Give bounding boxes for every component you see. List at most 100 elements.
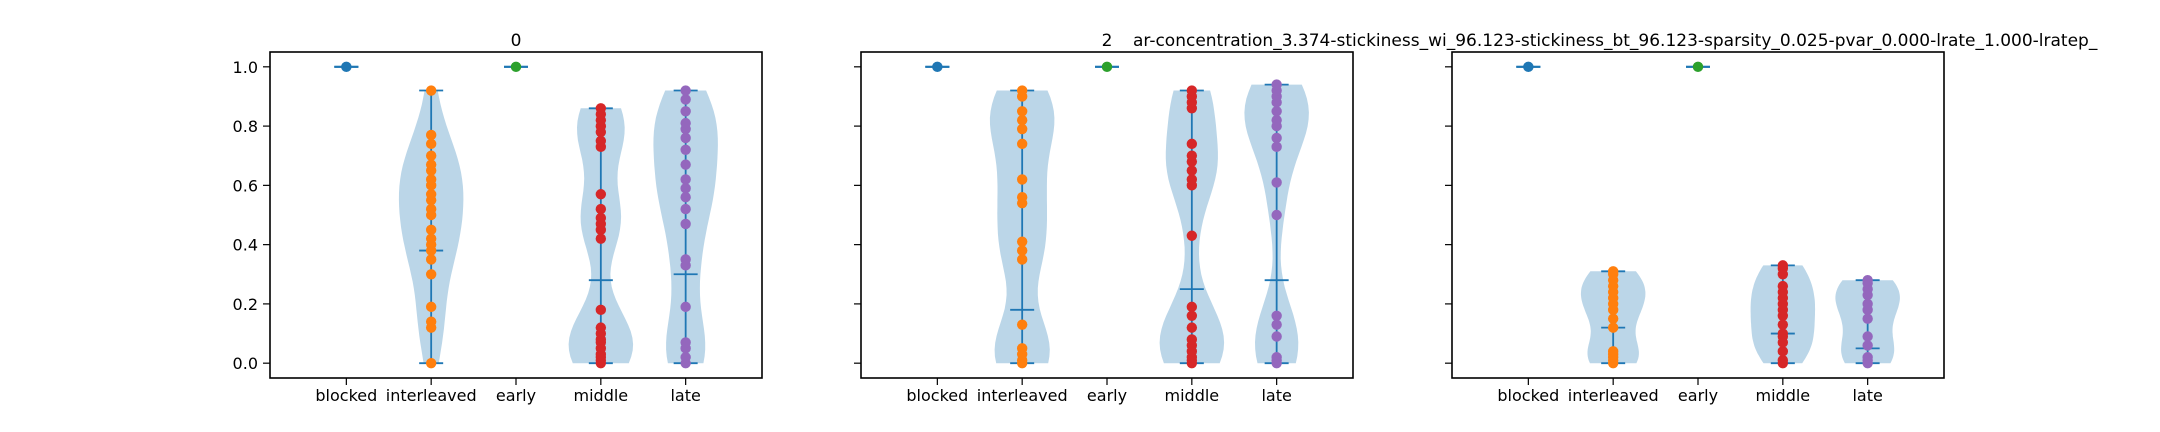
violin-middle	[1159, 85, 1225, 369]
data-point	[1186, 165, 1198, 176]
x-tick-label: blocked	[906, 386, 968, 405]
data-point	[425, 254, 437, 265]
data-point	[1777, 346, 1789, 357]
violin-blocked	[925, 61, 950, 73]
data-point	[680, 174, 691, 185]
y-tick-label: 0.8	[233, 117, 258, 136]
x-tick-label: blocked	[315, 386, 377, 405]
data-point	[1186, 138, 1198, 150]
data-point	[1016, 319, 1028, 330]
data-point	[1607, 322, 1619, 333]
violin-panel-1: 2 blocked interleaved early middle late	[854, 31, 1354, 405]
data-point	[680, 132, 691, 144]
violin-middle	[1750, 260, 1816, 369]
data-point	[1692, 61, 1704, 73]
data-point	[1271, 319, 1282, 330]
y-tick-label: 1.0	[233, 58, 258, 77]
data-point	[1862, 331, 1873, 342]
data-point	[1186, 310, 1198, 321]
data-point	[595, 189, 607, 200]
data-point	[1777, 260, 1789, 271]
violin-interleaved	[1580, 266, 1646, 369]
x-tick-label: early	[1678, 386, 1718, 405]
data-point	[680, 352, 691, 363]
x-tick-label: interleaved	[386, 386, 477, 405]
data-point	[595, 135, 607, 147]
data-point	[680, 192, 691, 203]
x-tick-label: late	[1261, 386, 1291, 405]
data-point	[425, 159, 437, 170]
data-point	[425, 85, 437, 96]
data-point	[1101, 61, 1113, 73]
data-point	[1607, 266, 1619, 277]
data-point	[680, 106, 691, 117]
x-tick-label: late	[670, 386, 700, 405]
x-tick-label: middle	[1756, 386, 1811, 405]
data-point	[1016, 106, 1028, 117]
data-point	[680, 183, 691, 194]
data-point	[1016, 245, 1028, 256]
data-point	[680, 218, 691, 230]
data-point	[425, 138, 437, 150]
data-point	[1016, 85, 1028, 96]
data-point	[1186, 334, 1198, 345]
data-point	[1016, 236, 1028, 247]
panel-title: 2	[1102, 31, 1113, 51]
violin-early	[504, 61, 528, 73]
data-point	[1186, 174, 1198, 185]
violin-panel-2: blocked interleaved early middle late	[1445, 51, 1945, 405]
violin-blocked	[334, 61, 359, 73]
data-point	[1016, 114, 1028, 126]
data-point	[595, 322, 607, 333]
data-point	[680, 117, 691, 129]
data-point	[1186, 85, 1198, 96]
data-point	[680, 159, 691, 170]
figure-suptitle: ar-concentration_3.374-stickiness_wi_96.…	[1133, 31, 2098, 51]
data-point	[1862, 313, 1873, 324]
violin-late	[1244, 79, 1309, 369]
violin-panel-0: 0 0.0 0.2 0.4 0.6 0.8 1.0 blocked interleaved ear…	[233, 31, 763, 405]
data-point	[1777, 319, 1789, 330]
x-tick-label: blocked	[1497, 386, 1559, 405]
panel-title: 0	[511, 31, 522, 51]
data-point	[1186, 230, 1198, 241]
data-point	[1271, 132, 1282, 144]
x-tick-label: late	[1852, 386, 1882, 405]
data-point	[1777, 280, 1789, 292]
data-point	[1016, 123, 1028, 135]
data-point	[1271, 352, 1282, 363]
violin-late	[653, 85, 718, 369]
x-tick-label: early	[1087, 386, 1127, 405]
data-point	[425, 233, 437, 244]
data-point	[425, 301, 437, 313]
y-tick-label: 0.4	[233, 236, 258, 255]
data-point	[1016, 254, 1028, 265]
violin-blocked	[1516, 61, 1541, 73]
data-point	[1016, 174, 1028, 185]
data-point	[1271, 106, 1282, 117]
data-point	[680, 94, 691, 105]
data-point	[1271, 114, 1282, 126]
data-point	[680, 85, 691, 96]
data-point	[595, 304, 607, 316]
violin-interleaved	[989, 85, 1055, 369]
data-point	[680, 203, 691, 215]
data-point	[1777, 328, 1789, 339]
data-point	[425, 316, 437, 327]
violin-early	[1686, 61, 1710, 73]
data-point	[1862, 275, 1873, 286]
y-tick-label: 0.2	[233, 295, 258, 314]
data-point	[425, 189, 437, 200]
violin-late	[1835, 275, 1900, 369]
data-point	[932, 61, 943, 73]
data-point	[1016, 138, 1028, 150]
data-point	[1271, 177, 1282, 188]
data-point	[1777, 355, 1789, 366]
data-point	[595, 212, 607, 224]
data-point	[1271, 310, 1282, 321]
data-point	[1271, 141, 1282, 153]
data-point	[425, 224, 437, 236]
data-point	[425, 174, 437, 185]
data-point	[595, 103, 607, 114]
